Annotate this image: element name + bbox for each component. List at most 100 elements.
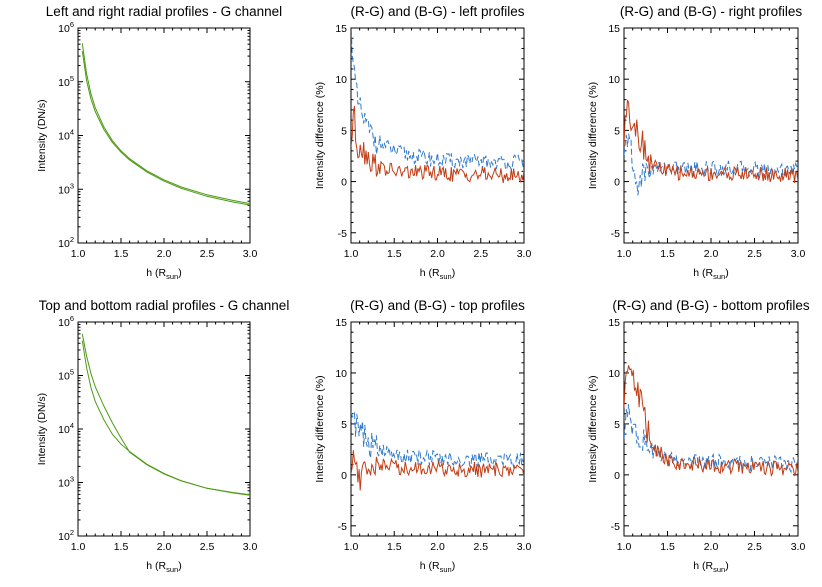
chart-2-series-1 [351,28,524,171]
chart-5-xtick-label: 3.0 [517,541,532,553]
chart-5-ytick-label: 15 [335,317,347,329]
chart-1-title: Left and right radial profiles - G chann… [46,4,282,19]
chart-5-frame [350,321,525,537]
chart-6-xtick-label: 1.0 [617,541,632,553]
chart-3-title: (R-G) and (B-G) - right profiles [620,4,803,19]
chart-4-ytick-label: 102 [58,528,74,543]
chart-1-xtick-label: 1.0 [71,248,86,260]
chart-6-series-1 [624,404,798,474]
chart-5-ylabel: Intensity difference (%) [314,375,326,482]
chart-6-frame [623,321,799,537]
chart-5-ytick-label: 5 [341,419,347,431]
chart-4-series-1 [81,333,250,496]
chart-6-ytick-label: 15 [608,317,620,329]
chart-6-xlabel: h (Rsun) [693,560,728,574]
chart-3-xtick-label: 2.5 [747,248,762,260]
chart-5-xtick-label: 1.5 [387,541,402,553]
chart-3-ylabel: Intensity difference (%) [587,82,599,189]
chart-4-xtick-label: 3.0 [243,541,258,553]
chart-3-xtick-label: 1.0 [617,248,632,260]
chart-3-ytick-label: 15 [608,23,620,35]
chart-6-ytick-label: 0 [614,470,620,482]
chart-3-ytick-label: 0 [614,177,620,189]
chart-6-title: (R-G) and (B-G) - bottom profiles [612,298,810,313]
chart-2-ytick-label: 5 [341,125,347,137]
chart-4-series-2 [81,340,250,496]
chart-3-ytick-label: 10 [608,74,620,86]
chart-5-xlabel: h (Rsun) [420,560,455,574]
chart-6-series-2 [624,365,798,478]
chart-6-ytick-label: 5 [614,419,620,431]
chart-4-xtick-label: 1.5 [114,541,129,553]
chart-2-xtick-label: 3.0 [517,248,532,260]
chart-1-ytick-label: 103 [58,181,74,196]
chart-4-ylabel: Intensity (DN/s) [36,393,48,465]
chart-5-ytick-label: 0 [341,470,347,482]
chart-6-xtick-label: 2.0 [704,541,719,553]
chart-3: (R-G) and (B-G) - right profiles 1.0 1.5 2.… [587,4,805,281]
chart-6-ylabel: Intensity difference (%) [587,375,599,482]
chart-3-xlabel: h (Rsun) [693,267,728,281]
chart-1-xtick-label: 2.0 [157,248,172,260]
chart-5-ytick-label: -5 [338,521,347,533]
chart-1-xtick-label: 2.5 [200,248,215,260]
chart-2-ytick-label: 10 [335,74,347,86]
chart-6-ytick-label: -5 [611,521,620,533]
chart-4-xtick-label: 2.0 [157,541,172,553]
chart-2-xlabel: h (Rsun) [420,267,455,281]
chart-4-ytick-label: 104 [58,421,74,436]
chart-2-xtick-label: 2.0 [430,248,445,260]
chart-1-ylabel: Intensity (DN/s) [36,99,48,171]
chart-1-ytick-label: 105 [58,74,74,89]
chart-5-xtick-label: 2.5 [473,541,488,553]
chart-4-frame [77,321,251,537]
chart-1-ytick-label: 104 [58,128,74,143]
chart-6-xtick-label: 1.5 [660,541,675,553]
chart-2: (R-G) and (B-G) - left profiles 1.0 1.5 2.0… [314,4,531,281]
chart-4-xtick-label: 2.5 [200,541,215,553]
chart-2-xtick-label: 1.0 [344,248,359,260]
chart-2-ytick-label: -5 [338,228,347,240]
chart-5-series-2 [351,450,524,491]
chart-2-xtick-label: 1.5 [387,248,402,260]
chart-2-title: (R-G) and (B-G) - left profiles [350,4,524,19]
chart-5-title: (R-G) and (B-G) - top profiles [350,298,525,313]
chart-1-series-1 [81,43,250,205]
chart-5-series-1 [351,411,524,469]
chart-6: (R-G) and (B-G) - bottom profiles 1.0 1.5 2… [587,298,810,574]
chart-4-xlabel: h (Rsun) [146,560,181,574]
chart-6-xtick-label: 2.5 [747,541,762,553]
chart-1-ytick-label: 102 [58,235,74,250]
chart-4-ytick-label: 103 [58,475,74,490]
chart-1-xtick-label: 1.5 [114,248,129,260]
chart-4: Top and bottom radial profiles - G chann… [36,298,289,574]
chart-4-title: Top and bottom radial profiles - G chann… [39,298,290,313]
chart-3-xtick-label: 1.5 [660,248,675,260]
chart-6-xtick-label: 3.0 [791,541,806,553]
chart-1-xtick-label: 3.0 [243,248,258,260]
chart-2-series-2 [351,105,524,183]
chart-1-frame [77,27,251,244]
chart-5-ytick-label: 10 [335,368,347,380]
chart-3-ytick-label: 5 [614,125,620,137]
chart-1-xlabel: h (Rsun) [146,267,181,281]
chart-5-xtick-label: 1.0 [344,541,359,553]
chart-2-frame [350,27,525,244]
chart-3-ytick-label: -5 [611,228,620,240]
chart-3-xtick-label: 2.0 [704,248,719,260]
chart-1-ytick-label: 106 [58,20,74,35]
chart-3-series-2 [624,99,798,183]
chart-4-ytick-label: 106 [58,314,74,329]
chart-5-xtick-label: 2.0 [430,541,445,553]
chart-6-ytick-label: 10 [608,368,620,380]
chart-1: Left and right radial profiles - G chann… [36,4,282,281]
chart-3-frame [623,27,799,244]
chart-4-ytick-label: 105 [58,368,74,383]
chart-2-ytick-label: 15 [335,23,347,35]
chart-5: (R-G) and (B-G) - top profiles 1.0 1.5 2.0 2… [314,298,531,574]
chart-2-ytick-label: 0 [341,177,347,189]
chart-2-ylabel: Intensity difference (%) [314,82,326,189]
chart-3-xtick-label: 3.0 [791,248,806,260]
chart-1-series-2 [81,51,250,206]
